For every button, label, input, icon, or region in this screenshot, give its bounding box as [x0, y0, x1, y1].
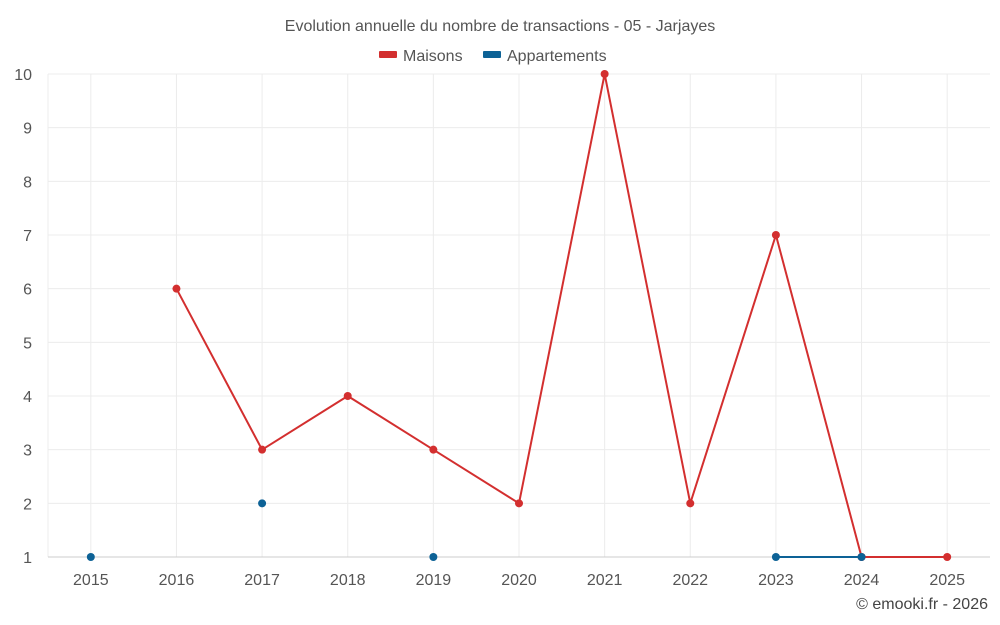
x-tick-label: 2018: [330, 572, 366, 589]
data-point-appartements[interactable]: [429, 553, 438, 561]
x-tick-label: 2020: [501, 572, 537, 589]
data-point-maisons[interactable]: [943, 553, 952, 561]
data-point-appartements[interactable]: [771, 553, 780, 561]
data-point-maisons[interactable]: [258, 445, 267, 454]
data-point-maisons[interactable]: [686, 499, 695, 508]
x-tick-label: 2021: [587, 572, 623, 589]
legend-label-maisons: Maisons: [403, 48, 463, 65]
x-tick-label: 2015: [73, 572, 109, 589]
x-tick-label: 2022: [672, 572, 708, 589]
chart-title: Evolution annuelle du nombre de transact…: [285, 18, 715, 35]
data-point-maisons[interactable]: [343, 392, 352, 400]
x-tick-label: 2023: [758, 572, 794, 589]
legend-swatch-maisons: [379, 51, 397, 58]
data-point-appartements[interactable]: [86, 553, 95, 561]
x-axis: 2015 2016 2017 2018 2019 2020 2021 2022 2023 2024…: [73, 572, 965, 589]
y-tick-label: 8: [23, 174, 32, 191]
y-axis: 1 2 3 4 5 6 7 8 9 10: [14, 67, 32, 567]
y-tick-label: 2: [23, 496, 32, 513]
data-point-maisons[interactable]: [600, 70, 609, 78]
x-tick-label: 2019: [416, 572, 452, 589]
data-point-appartements[interactable]: [258, 499, 267, 508]
y-tick-label: 3: [23, 443, 32, 460]
legend-label-appartements: Appartements: [507, 48, 607, 65]
x-tick-label: 2017: [244, 572, 280, 589]
plot-area: [86, 70, 952, 561]
data-point-maisons[interactable]: [172, 284, 181, 293]
legend-item-maisons[interactable]: Maisons: [379, 48, 463, 65]
y-tick-label: 9: [23, 121, 32, 138]
legend-swatch-appartements: [483, 51, 501, 58]
data-point-maisons[interactable]: [515, 499, 523, 508]
credit-text: © emooki.fr - 2026: [856, 596, 988, 613]
y-tick-label: 1: [23, 550, 32, 567]
data-point-appartements[interactable]: [857, 553, 866, 561]
legend: Maisons Appartements: [379, 48, 607, 65]
x-tick-label: 2024: [844, 572, 880, 589]
y-tick-label: 4: [23, 389, 32, 406]
data-point-maisons[interactable]: [771, 231, 780, 239]
series-maisons: [172, 70, 952, 561]
x-tick-label: 2025: [929, 572, 965, 589]
y-tick-label: 10: [14, 67, 32, 84]
series-line-maisons: [175, 73, 948, 558]
legend-item-appartements[interactable]: Appartements: [483, 48, 607, 65]
y-tick-label: 6: [23, 282, 32, 299]
grid: [47, 73, 990, 558]
series-appartements: [86, 499, 866, 561]
y-tick-label: 7: [23, 228, 32, 245]
y-tick-label: 5: [23, 335, 32, 352]
x-tick-label: 2016: [159, 572, 195, 589]
data-point-maisons[interactable]: [429, 445, 438, 454]
